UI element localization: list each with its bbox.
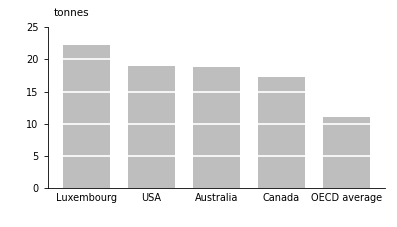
Bar — [323, 124, 370, 156]
Bar — [63, 156, 110, 188]
Bar — [128, 92, 175, 124]
Bar — [258, 124, 305, 156]
Bar — [128, 156, 175, 188]
Text: tonnes: tonnes — [54, 7, 89, 17]
Bar — [63, 92, 110, 124]
Bar — [193, 156, 240, 188]
Bar — [193, 124, 240, 156]
Bar — [258, 92, 305, 124]
Bar — [193, 67, 240, 92]
Bar — [258, 156, 305, 188]
Bar — [63, 59, 110, 92]
Bar — [258, 77, 305, 92]
Bar — [193, 92, 240, 124]
Bar — [63, 45, 110, 59]
Bar — [63, 124, 110, 156]
Bar — [128, 124, 175, 156]
Bar — [128, 66, 175, 92]
Bar — [323, 118, 370, 124]
Bar — [323, 156, 370, 188]
